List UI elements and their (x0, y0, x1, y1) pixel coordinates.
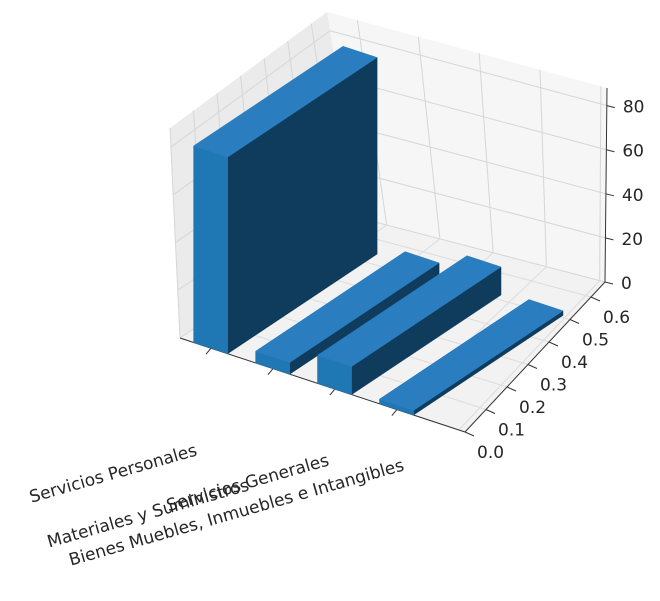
x-grid-line (599, 86, 602, 281)
x-tick (267, 368, 274, 375)
z-tick-label: 80 (623, 98, 645, 118)
z-grid-line (344, 123, 607, 195)
y-tick-label: 0.5 (582, 331, 609, 351)
bar (378, 299, 564, 416)
z-tick-label: 60 (622, 142, 644, 162)
bars (193, 46, 564, 416)
y-tick-label: 0.2 (519, 398, 546, 418)
bar (255, 251, 440, 375)
y-tick (569, 319, 580, 324)
y-tick-label: 0.3 (540, 376, 567, 396)
z-axis-line (604, 87, 608, 283)
z-tick-label: 40 (622, 186, 644, 206)
bar-top-face (316, 255, 502, 367)
bar-top-face (255, 251, 440, 363)
y-tick-label: 0.0 (477, 443, 504, 463)
x-tick (329, 388, 336, 396)
bar-front-face (193, 145, 228, 355)
back-wall-pane (327, 12, 607, 282)
x-grid-line (417, 36, 441, 239)
y-tick (506, 386, 517, 392)
x-grid-line (539, 69, 547, 267)
x-tick (205, 347, 212, 355)
bar (316, 255, 502, 396)
y-tick (590, 296, 601, 302)
z-tick (605, 237, 614, 241)
x-grid-line (478, 53, 494, 253)
y-tick (527, 364, 538, 369)
y-tick (464, 431, 475, 437)
bar (193, 46, 378, 355)
z-tick-label: 0 (621, 274, 632, 294)
z-grid-line (337, 77, 607, 151)
z-tick (606, 149, 615, 153)
z-grid-line (352, 170, 606, 239)
z-tick (606, 105, 615, 109)
z-tick-label: 20 (621, 230, 643, 250)
y-axis-line (464, 281, 606, 433)
y-tick-label: 0.1 (498, 421, 525, 441)
z-grid-line (329, 30, 607, 107)
bar-top-face (378, 299, 564, 411)
z-grid-line (170, 30, 331, 148)
x-floor-grid-line (458, 280, 601, 431)
y-tick (485, 409, 496, 414)
y-wall-grid-line (169, 127, 181, 339)
y-tick-label: 0.4 (561, 353, 588, 373)
z-grid-line (359, 217, 606, 283)
y-tick (548, 341, 559, 347)
bar-top-face (193, 46, 378, 158)
y-tick-label: 0.6 (603, 308, 630, 328)
z-tick (604, 281, 614, 285)
x-tick (391, 409, 398, 416)
z-tick (605, 193, 615, 197)
